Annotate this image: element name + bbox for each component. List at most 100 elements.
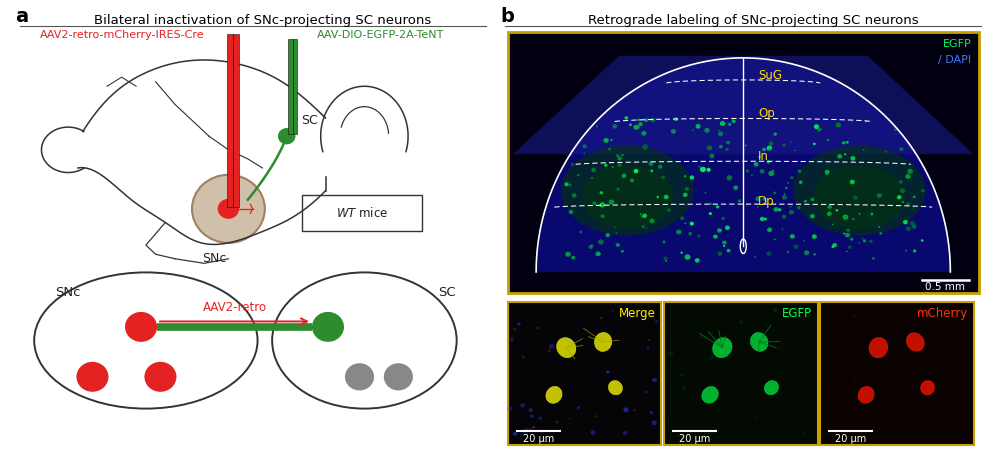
Circle shape <box>782 215 786 219</box>
Circle shape <box>635 124 640 129</box>
Circle shape <box>842 141 845 144</box>
Circle shape <box>863 239 866 242</box>
Text: 20 μm: 20 μm <box>834 434 866 444</box>
Text: / DAPI: / DAPI <box>938 55 971 65</box>
Text: Retrograde labeling of SNc-projecting SC neurons: Retrograde labeling of SNc-projecting SC… <box>588 14 919 27</box>
Circle shape <box>762 148 766 151</box>
Circle shape <box>700 167 706 172</box>
Circle shape <box>508 406 512 410</box>
Circle shape <box>604 138 608 143</box>
Circle shape <box>877 193 882 198</box>
Circle shape <box>572 193 577 198</box>
Circle shape <box>767 146 772 150</box>
Circle shape <box>756 206 759 208</box>
Circle shape <box>596 415 598 418</box>
Text: 0.5 mm: 0.5 mm <box>926 282 965 292</box>
Circle shape <box>906 226 911 231</box>
Circle shape <box>774 238 776 240</box>
Circle shape <box>637 118 640 121</box>
Circle shape <box>929 340 933 344</box>
Circle shape <box>684 175 687 178</box>
Ellipse shape <box>858 386 874 403</box>
Circle shape <box>621 154 623 156</box>
Circle shape <box>698 235 701 237</box>
Circle shape <box>569 210 573 214</box>
Circle shape <box>850 237 853 241</box>
Circle shape <box>913 249 917 252</box>
Circle shape <box>724 225 730 230</box>
Circle shape <box>728 123 731 126</box>
Circle shape <box>780 347 782 349</box>
Circle shape <box>656 196 659 198</box>
Circle shape <box>612 311 613 312</box>
Circle shape <box>681 252 683 254</box>
Circle shape <box>685 187 689 191</box>
Circle shape <box>798 169 802 173</box>
Ellipse shape <box>907 333 925 351</box>
Circle shape <box>787 182 789 184</box>
Circle shape <box>949 333 954 338</box>
Circle shape <box>539 417 542 420</box>
Circle shape <box>854 376 858 380</box>
Circle shape <box>630 178 634 183</box>
Text: AAV2-retro-mCherry-IRES-Cre: AAV2-retro-mCherry-IRES-Cre <box>40 30 204 40</box>
Circle shape <box>885 151 887 153</box>
Circle shape <box>850 156 855 161</box>
Circle shape <box>570 155 572 156</box>
Circle shape <box>580 231 582 233</box>
Circle shape <box>719 145 722 148</box>
Circle shape <box>668 421 670 423</box>
Circle shape <box>614 227 616 228</box>
Circle shape <box>842 214 848 220</box>
Circle shape <box>726 249 730 252</box>
Circle shape <box>696 124 701 128</box>
Circle shape <box>606 370 609 374</box>
Bar <box>287 39 297 134</box>
Circle shape <box>862 238 863 239</box>
Circle shape <box>680 373 684 377</box>
Circle shape <box>908 169 913 174</box>
Circle shape <box>698 310 699 311</box>
Ellipse shape <box>561 146 694 236</box>
Circle shape <box>649 218 655 223</box>
Circle shape <box>690 175 694 180</box>
Circle shape <box>716 205 719 208</box>
Circle shape <box>633 169 638 173</box>
Circle shape <box>529 428 532 430</box>
Circle shape <box>726 141 730 144</box>
Ellipse shape <box>582 165 673 229</box>
Circle shape <box>794 245 799 249</box>
Circle shape <box>869 240 873 243</box>
Circle shape <box>600 317 603 320</box>
Circle shape <box>725 148 728 151</box>
Circle shape <box>676 230 682 234</box>
Circle shape <box>773 207 779 212</box>
Circle shape <box>565 252 571 257</box>
Circle shape <box>669 351 673 355</box>
Circle shape <box>592 168 596 172</box>
Circle shape <box>751 174 753 176</box>
Circle shape <box>733 185 738 190</box>
Circle shape <box>218 199 239 219</box>
Circle shape <box>705 128 710 133</box>
Text: SC: SC <box>301 114 318 127</box>
Circle shape <box>600 202 606 207</box>
Circle shape <box>685 222 687 224</box>
Circle shape <box>565 372 567 374</box>
Circle shape <box>773 308 777 312</box>
Text: Merge: Merge <box>618 307 656 321</box>
Circle shape <box>818 128 822 132</box>
Circle shape <box>596 252 601 256</box>
Circle shape <box>624 116 628 120</box>
Polygon shape <box>536 58 950 272</box>
Circle shape <box>787 251 789 253</box>
Circle shape <box>858 242 860 244</box>
Circle shape <box>638 122 643 126</box>
Text: EGFP: EGFP <box>942 39 971 49</box>
Circle shape <box>717 228 721 233</box>
Circle shape <box>611 166 613 168</box>
Text: Op: Op <box>758 107 775 120</box>
Circle shape <box>623 407 628 412</box>
Circle shape <box>548 394 549 395</box>
Circle shape <box>665 260 667 262</box>
